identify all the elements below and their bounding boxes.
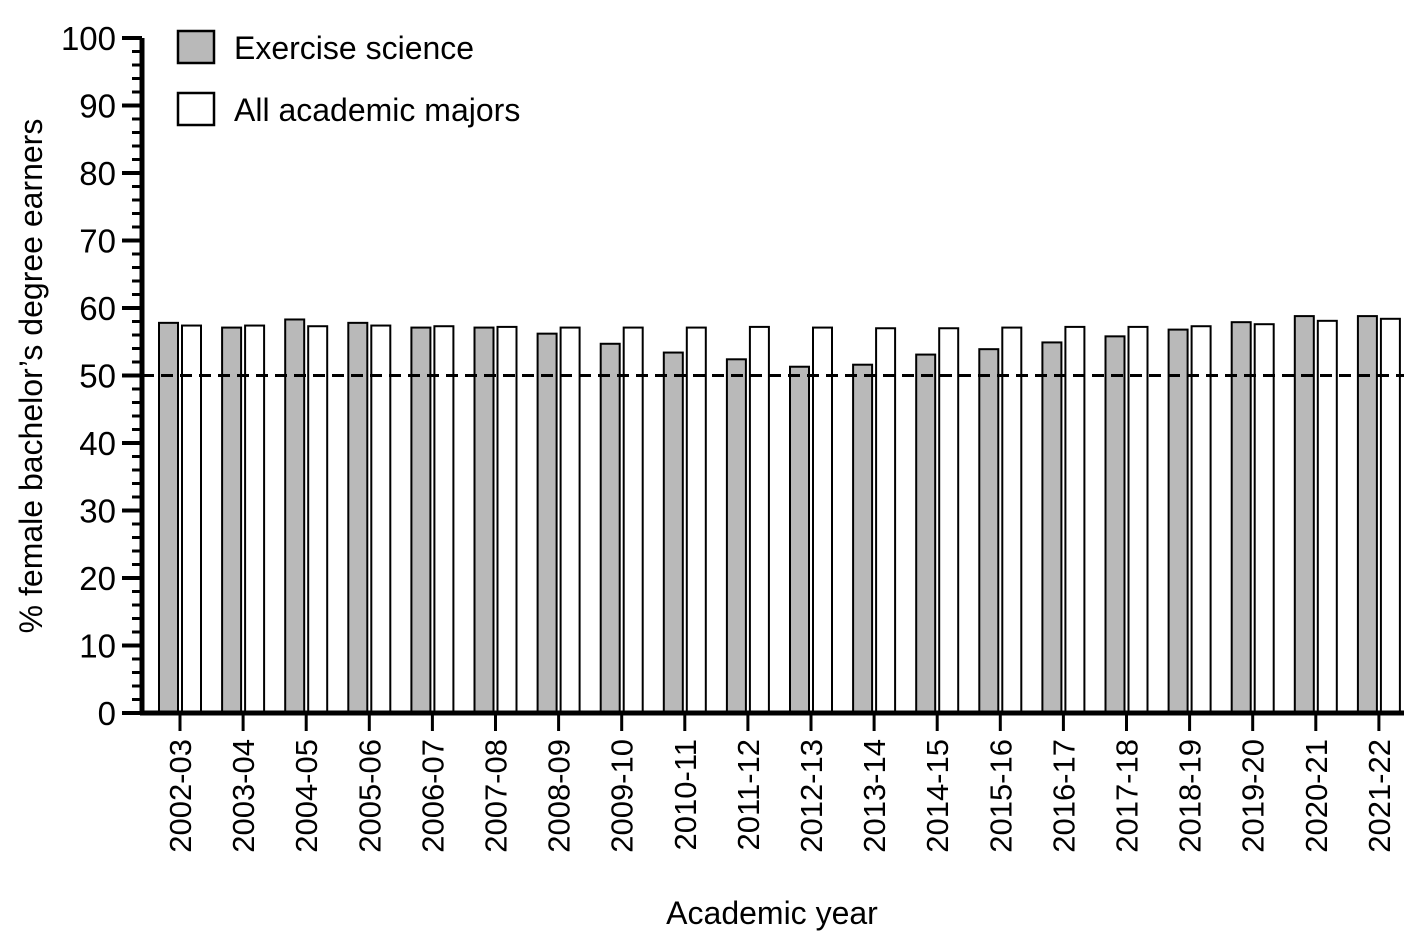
x-tick-label: 2021-22 [1362,739,1397,853]
bar-all-academic-majors-2012-13 [812,326,833,714]
legend-swatch-exercise-science [176,29,216,65]
bar-all-academic-majors-2005-06 [370,324,392,714]
bar-all-academic-majors-2004-05 [307,325,329,714]
bar-all-academic-majors-2018-19 [1190,325,1212,714]
x-tick-label: 2007-08 [479,739,514,853]
x-tick-label: 2006-07 [415,739,450,853]
bars-group [158,315,1401,714]
x-axis-title: Academic year [666,895,878,931]
bar-all-academic-majors-2021-22 [1379,317,1401,714]
bar-exercise-science-2015-16 [978,348,1000,714]
y-tick-label: 60 [79,290,116,327]
bar-all-academic-majors-2008-09 [559,326,581,714]
x-ticks-group: 2002-03 2003-04 2004-05 2005-06 2006-07 2007-… [163,713,1397,853]
bar-all-academic-majors-2007-08 [496,325,518,714]
bar-exercise-science-2003-04 [221,326,243,714]
bar-exercise-science-2012-13 [789,365,810,714]
y-tick-label: 100 [61,20,116,57]
x-tick-label: 2020-21 [1299,739,1334,853]
bar-all-academic-majors-2019-20 [1253,323,1275,714]
x-tick-label: 2015-16 [983,739,1018,853]
bar-all-academic-majors-2011-12 [748,325,770,714]
legend-swatch-all-academic-majors [176,91,216,127]
bar-exercise-science-2010-11 [662,351,684,714]
bar-all-academic-majors-2006-07 [433,325,455,714]
bar-exercise-science-2013-14 [852,363,874,714]
x-tick-label: 2019-20 [1236,739,1271,853]
bar-exercise-science-2007-08 [473,326,495,714]
y-tick-label: 80 [79,155,116,192]
y-tick-label: 70 [79,223,116,260]
y-ticks-group: 0 10 20 30 40 50 60 70 80 90 100 [61,20,142,732]
bar-all-academic-majors-2017-18 [1127,325,1149,714]
x-tick-label: 2013-14 [857,739,892,853]
x-tick-label: 2005-06 [352,739,387,853]
bar-exercise-science-2002-03 [158,321,179,714]
bar-exercise-science-2008-09 [536,332,558,714]
x-tick-label: 2018-19 [1173,739,1208,853]
x-tick-label: 2008-09 [542,739,577,853]
bar-all-academic-majors-2016-17 [1064,325,1086,714]
x-tick-label: 2014-15 [920,739,955,853]
bar-all-academic-majors-2009-10 [622,326,644,714]
bar-all-academic-majors-2020-21 [1316,319,1338,714]
legend-label-all-academic-majors: All academic majors [234,92,520,128]
x-tick-label: 2003-04 [226,739,261,853]
bar-all-academic-majors-2010-11 [685,326,707,714]
y-axis-title: % female bachelor’s degree earners [13,119,49,634]
y-tick-label: 40 [79,425,116,462]
legend: Exercise science All academic majors [176,29,520,128]
x-tick-label: 2010-11 [668,739,703,850]
bar-all-academic-majors-2002-03 [181,324,202,714]
x-tick-label: 2017-18 [1110,739,1145,853]
bar-exercise-science-2018-19 [1167,328,1189,714]
bar-exercise-science-2005-06 [347,321,369,714]
bar-all-academic-majors-2014-15 [938,327,960,714]
bar-exercise-science-2006-07 [410,326,432,714]
y-tick-label: 10 [79,628,116,665]
y-tick-label: 50 [79,358,116,395]
bar-exercise-science-2011-12 [725,358,747,714]
bar-all-academic-majors-2015-16 [1001,326,1023,714]
bar-all-academic-majors-2013-14 [875,327,897,714]
bar-all-academic-majors-2003-04 [244,324,266,714]
bar-exercise-science-2017-18 [1104,335,1126,714]
y-tick-label: 0 [98,695,116,732]
x-tick-label: 2012-13 [794,739,829,853]
x-tick-label: 2016-17 [1046,739,1081,853]
x-tick-label: 2002-03 [163,739,198,853]
bar-exercise-science-2004-05 [284,318,306,714]
y-tick-label: 90 [79,88,116,125]
bar-exercise-science-2009-10 [599,342,621,714]
legend-label-exercise-science: Exercise science [234,30,474,66]
y-tick-label: 30 [79,493,116,530]
bar-exercise-science-2016-17 [1041,341,1063,714]
y-tick-label: 20 [79,560,116,597]
x-tick-label: 2009-10 [605,739,640,853]
bar-exercise-science-2014-15 [915,353,937,714]
x-tick-label: 2011-12 [731,739,766,850]
bar-exercise-science-2019-20 [1230,321,1252,714]
x-tick-label: 2004-05 [289,739,324,853]
